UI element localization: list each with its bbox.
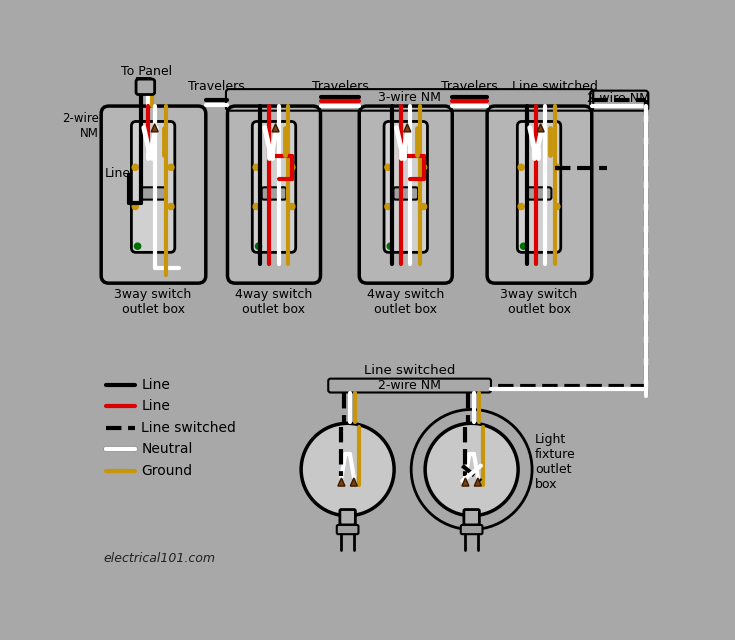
Circle shape bbox=[253, 164, 259, 170]
Text: 4way switch
outlet box: 4way switch outlet box bbox=[235, 288, 312, 316]
Polygon shape bbox=[272, 124, 279, 132]
Text: electrical101.com: electrical101.com bbox=[104, 552, 215, 565]
Text: Neutral: Neutral bbox=[141, 442, 193, 456]
Text: Line: Line bbox=[105, 167, 131, 180]
Circle shape bbox=[553, 164, 560, 170]
Polygon shape bbox=[537, 124, 544, 132]
Circle shape bbox=[518, 164, 524, 170]
FancyBboxPatch shape bbox=[228, 106, 320, 283]
FancyBboxPatch shape bbox=[136, 79, 154, 95]
Text: Ground: Ground bbox=[141, 464, 193, 478]
Circle shape bbox=[425, 423, 518, 516]
Text: 3way switch
outlet box: 3way switch outlet box bbox=[115, 288, 192, 316]
Circle shape bbox=[420, 164, 427, 170]
Text: 3way switch
outlet box: 3way switch outlet box bbox=[501, 288, 578, 316]
FancyBboxPatch shape bbox=[101, 106, 206, 283]
Text: To Panel: To Panel bbox=[121, 65, 173, 78]
FancyBboxPatch shape bbox=[384, 122, 428, 252]
FancyBboxPatch shape bbox=[252, 122, 295, 252]
Polygon shape bbox=[351, 478, 357, 486]
Polygon shape bbox=[404, 124, 411, 132]
Circle shape bbox=[168, 204, 174, 210]
Polygon shape bbox=[462, 478, 469, 486]
FancyBboxPatch shape bbox=[132, 122, 175, 252]
Text: Line switched: Line switched bbox=[512, 80, 598, 93]
Text: Line switched: Line switched bbox=[141, 421, 237, 435]
FancyBboxPatch shape bbox=[340, 509, 356, 525]
Circle shape bbox=[385, 164, 391, 170]
FancyBboxPatch shape bbox=[359, 106, 452, 283]
Text: 3-wire NM: 3-wire NM bbox=[379, 91, 441, 104]
Text: Travelers: Travelers bbox=[188, 80, 245, 93]
Text: 2-wire
NM: 2-wire NM bbox=[62, 112, 98, 140]
Text: Travelers: Travelers bbox=[441, 80, 498, 93]
FancyBboxPatch shape bbox=[262, 188, 287, 200]
Circle shape bbox=[132, 204, 138, 210]
FancyBboxPatch shape bbox=[464, 509, 479, 525]
Polygon shape bbox=[151, 124, 158, 132]
Circle shape bbox=[420, 204, 427, 210]
Text: Line switched: Line switched bbox=[364, 364, 455, 377]
Text: Travelers: Travelers bbox=[312, 80, 368, 93]
FancyBboxPatch shape bbox=[487, 106, 592, 283]
Circle shape bbox=[385, 204, 391, 210]
Circle shape bbox=[553, 204, 560, 210]
FancyBboxPatch shape bbox=[393, 188, 418, 200]
Circle shape bbox=[135, 243, 140, 249]
Text: 2-wire NM: 2-wire NM bbox=[379, 379, 441, 392]
Circle shape bbox=[253, 204, 259, 210]
Circle shape bbox=[289, 164, 295, 170]
FancyBboxPatch shape bbox=[140, 188, 165, 200]
Circle shape bbox=[387, 243, 393, 249]
Circle shape bbox=[301, 423, 394, 516]
Circle shape bbox=[132, 164, 138, 170]
FancyBboxPatch shape bbox=[527, 188, 551, 200]
FancyBboxPatch shape bbox=[517, 122, 561, 252]
Text: 4way switch
outlet box: 4way switch outlet box bbox=[367, 288, 445, 316]
Text: Light
fixture
outlet
box: Light fixture outlet box bbox=[535, 433, 576, 491]
Circle shape bbox=[168, 164, 174, 170]
Text: Line: Line bbox=[141, 378, 171, 392]
FancyBboxPatch shape bbox=[337, 525, 359, 534]
Circle shape bbox=[520, 243, 527, 249]
Circle shape bbox=[255, 243, 262, 249]
Polygon shape bbox=[474, 478, 481, 486]
FancyBboxPatch shape bbox=[461, 525, 482, 534]
Circle shape bbox=[518, 204, 524, 210]
Text: 2-wire NM: 2-wire NM bbox=[587, 92, 650, 105]
Polygon shape bbox=[338, 478, 345, 486]
Circle shape bbox=[289, 204, 295, 210]
Text: Line: Line bbox=[141, 399, 171, 413]
